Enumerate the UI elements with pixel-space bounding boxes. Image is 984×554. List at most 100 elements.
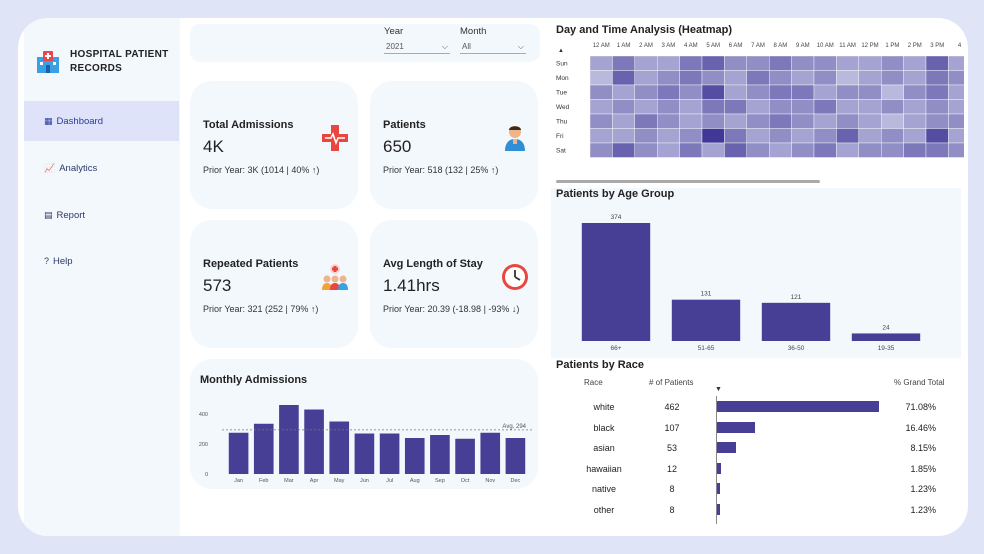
heatmap-day-label: Wed (556, 104, 570, 111)
horizontal-scrollbar (556, 180, 820, 183)
heatmap-day-label: Sat (556, 147, 566, 154)
sidebar-item-help[interactable]: ? Help (24, 241, 179, 281)
heatmap-cell (903, 99, 927, 115)
monthly-admissions-title: Monthly Admissions (200, 374, 308, 386)
sidebar-item-report[interactable]: ▤ Report (24, 195, 179, 235)
heatmap-cell (836, 142, 859, 158)
race-percent: 8.15% (910, 443, 936, 454)
heatmap-cell (925, 70, 949, 86)
heatmap-cell (589, 55, 613, 71)
x-tick-label: Jan (234, 478, 243, 484)
age-bar (761, 302, 831, 341)
sidebar-item-dashboard[interactable]: ▦ Dashboard (24, 101, 179, 141)
heatmap-day-label: Fri (556, 133, 564, 140)
heatmap-cell (634, 142, 658, 158)
age-bar (581, 223, 651, 341)
heatmap-cell (701, 99, 725, 115)
kpi-title: Patients (383, 119, 426, 131)
race-bar-axis (716, 396, 717, 524)
kpi-prior-year: Prior Year: 20.39 (-18.98 | -93% ↓) (383, 304, 520, 314)
x-tick-label: Dec (511, 478, 521, 484)
race-header-count[interactable]: # of Patients (649, 378, 694, 387)
heatmap-cell (948, 55, 964, 71)
heatmap-hour-label: 7 AM (751, 43, 765, 49)
group-patients-icon (322, 264, 348, 290)
heatmap-cell (903, 113, 927, 129)
heatmap-cell (791, 70, 815, 86)
heatmap-cell (634, 70, 658, 86)
monthly-admissions-chart: 0 200 400 Jan Feb Mar Apr May Jun Jul Aug Sep Oct Nov… (199, 405, 532, 484)
dashboard-frame: HOSPITAL PATIENT RECORDS ▦ Dashboard 📈 A… (18, 18, 968, 536)
heatmap-cell (612, 142, 636, 158)
heatmap-hour-label: 4 (958, 43, 962, 49)
age-category-label: 36-50 (788, 345, 805, 352)
heatmap-cell (813, 142, 837, 158)
heatmap-cell (701, 142, 725, 158)
race-percent: 71.08% (905, 402, 936, 412)
sidebar-item-analytics[interactable]: 📈 Analytics (24, 148, 179, 188)
heatmap-cell (858, 84, 882, 100)
age-data-label: 121 (791, 294, 802, 301)
heatmap-cell (656, 142, 680, 158)
heatmap-cell (634, 113, 658, 129)
y-tick-label: 200 (199, 442, 208, 448)
heatmap-cell (768, 70, 792, 86)
heatmap-hour-label: 11 AM (839, 43, 856, 49)
kpi-prior-year: Prior Year: 3K (1014 | 40% ↑) (203, 165, 320, 175)
kpi-value: 650 (383, 137, 412, 156)
month-select-value: All (462, 42, 471, 51)
app-title-line2: RECORDS (70, 63, 123, 74)
heatmap-cell (813, 55, 837, 71)
heatmap-cell (656, 128, 680, 144)
heatmap-cell (634, 128, 658, 144)
heatmap-cell (925, 113, 949, 129)
monthly-bar (430, 435, 450, 474)
heatmap-cell (679, 70, 703, 86)
race-header-race[interactable]: Race (584, 378, 603, 387)
app-logo: HOSPITAL PATIENT RECORDS (34, 48, 169, 76)
x-tick-label: Jun (360, 478, 369, 484)
heatmap-cell (724, 99, 747, 115)
race-percent: 1.23% (910, 505, 936, 515)
heatmap-cell (925, 55, 949, 71)
x-tick-label: May (334, 478, 345, 484)
heatmap-cell (768, 142, 792, 158)
race-name: white (593, 402, 615, 412)
race-name: other (593, 505, 615, 515)
monthly-bar (404, 438, 425, 474)
race-count: 107 (664, 422, 680, 433)
sidebar: HOSPITAL PATIENT RECORDS ▦ Dashboard 📈 A… (24, 18, 180, 536)
month-filter-label: Month (460, 26, 487, 37)
age-category-label: 51-65 (698, 345, 715, 352)
heatmap-cell (813, 99, 837, 115)
race-count: 8 (669, 505, 675, 515)
heatmap-hour-label: 1 PM (885, 43, 899, 49)
month-select[interactable]: All ⌵ (460, 40, 526, 54)
heatmap-day-label: Tue (556, 89, 567, 96)
heatmap-hour-label: 2 PM (908, 43, 922, 49)
heatmap-cell (836, 70, 859, 86)
heatmap-cell (881, 70, 904, 86)
age-data-label: 131 (701, 291, 712, 298)
heatmap-cell (791, 84, 815, 100)
heatmap-cell (813, 70, 837, 86)
heatmap-cell (858, 142, 882, 158)
race-header-pct[interactable]: % Grand Total (894, 378, 945, 387)
chevron-down-icon: ⌵ (441, 41, 448, 51)
monthly-bar (354, 433, 375, 474)
heatmap-cell (768, 113, 792, 129)
race-count: 462 (664, 402, 680, 412)
heatmap-cell (679, 128, 703, 144)
heatmap-chart: ▲ 12 AM 1 AM 2 AM 3 AM 4 AM 5 AM 6 AM 7 AM 8 AM 9 … (556, 43, 964, 183)
race-title: Patients by Race (556, 359, 645, 371)
year-select[interactable]: 2021 ⌵ (384, 40, 450, 54)
heatmap-cell (881, 113, 904, 129)
age-group-chart: 374 66+ 131 51-65 121 36-50 24 19-35 (581, 214, 921, 352)
sidebar-item-label: Report (56, 209, 86, 221)
age-category-label: 19-35 (878, 345, 895, 352)
age-data-label: 374 (611, 214, 622, 221)
heatmap-cell (903, 55, 927, 71)
x-tick-label: Feb (259, 478, 268, 484)
heatmap-cell (746, 128, 770, 144)
kpi-title: Avg Length of Stay (383, 258, 483, 270)
